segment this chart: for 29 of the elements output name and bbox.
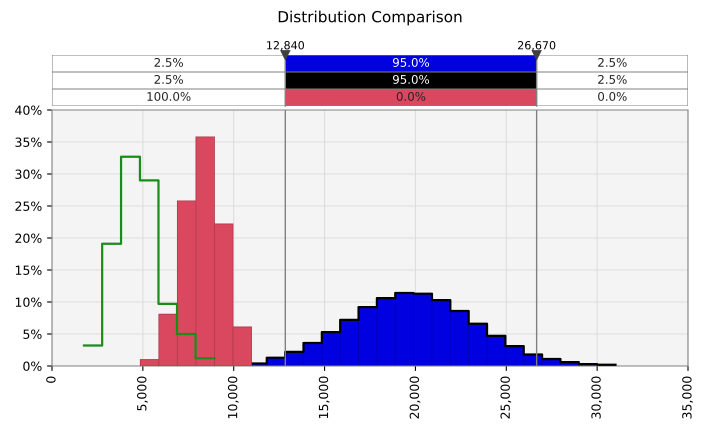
text: 2.5% bbox=[598, 58, 627, 67]
text: 2.5% bbox=[154, 58, 184, 67]
x-tick-label: 0 bbox=[46, 376, 56, 383]
y-tick-label: 15% bbox=[16, 265, 42, 275]
x-tick-label: 25,000 bbox=[500, 376, 512, 419]
x-tick-label: 10,000 bbox=[228, 376, 239, 418]
x-tick-label: 15,000 bbox=[318, 376, 330, 418]
text: 2.5% bbox=[154, 74, 184, 84]
y-tick-label: 5% bbox=[23, 329, 42, 339]
ref-line-label: 12,840 bbox=[267, 41, 304, 51]
x-tick-label: 20,000 bbox=[410, 376, 420, 419]
text: 0.0% bbox=[396, 92, 426, 101]
y-tick-label: 20% bbox=[15, 233, 42, 243]
text: 0.0% bbox=[598, 92, 627, 101]
ref-line-label: 26,670 bbox=[518, 41, 556, 51]
y-tick-label: 30% bbox=[15, 169, 42, 179]
y-tick-label: 0% bbox=[23, 361, 42, 371]
chart-title: Distribution Comparison bbox=[278, 10, 462, 26]
text: 95.0% bbox=[392, 58, 430, 67]
x-tick-label: 5,000 bbox=[137, 376, 148, 411]
y-tick-label: 25% bbox=[15, 201, 42, 211]
text: 100.0% bbox=[147, 92, 191, 101]
text: 95.0% bbox=[392, 74, 430, 84]
y-tick-label: 40% bbox=[15, 105, 42, 115]
x-tick-label: 30,000 bbox=[591, 376, 602, 419]
y-tick-label: 10% bbox=[16, 297, 42, 307]
text: 2.5% bbox=[598, 74, 627, 84]
x-tick-label: 35,000 bbox=[682, 376, 693, 419]
y-tick-label: 35% bbox=[15, 137, 42, 147]
